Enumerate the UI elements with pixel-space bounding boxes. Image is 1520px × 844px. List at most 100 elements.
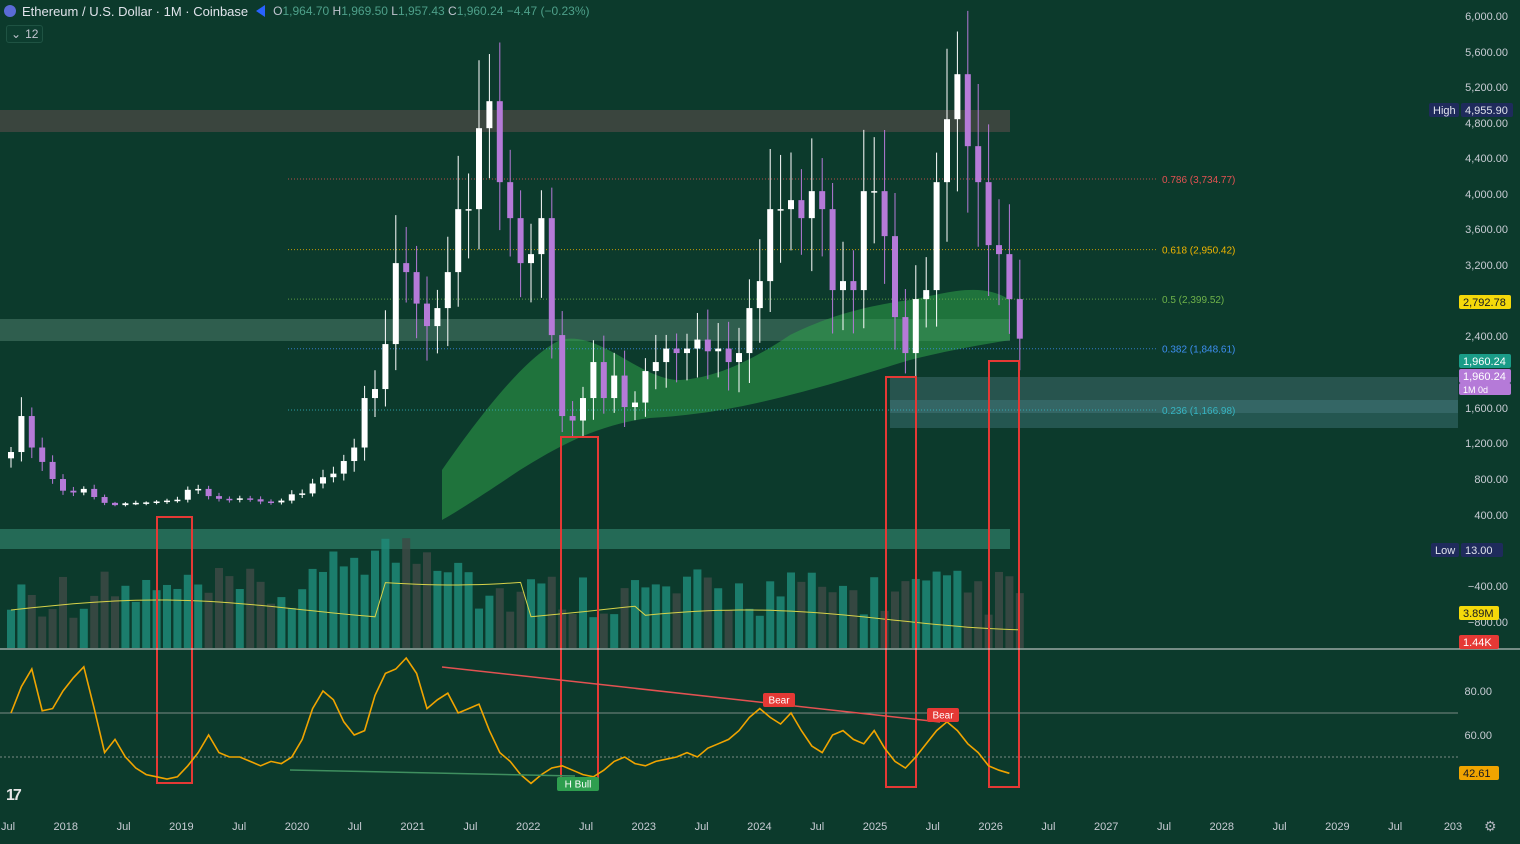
divergence-line: [441, 666, 941, 723]
volume-bar: [339, 566, 348, 648]
volume-bar: [173, 588, 182, 648]
volume-bar: [828, 592, 837, 648]
volume-bar: [901, 581, 910, 648]
chevron-down-icon: ⌄: [11, 27, 22, 41]
time-tick: Jul: [926, 821, 940, 833]
candle-body: [673, 348, 680, 354]
volume-bar: [391, 562, 400, 648]
candle-body: [372, 389, 378, 399]
level-badge: 2,792.78: [1463, 297, 1506, 309]
time-tick: 2022: [516, 821, 540, 833]
volume-bar: [121, 585, 130, 648]
candle-body: [528, 254, 534, 264]
price-tick: 2,400.00: [1465, 331, 1508, 343]
volume-bar: [412, 563, 421, 648]
time-tick: 2023: [632, 821, 656, 833]
volume-bar: [371, 550, 379, 648]
candle-body: [954, 74, 961, 120]
volume-bar: [423, 552, 431, 648]
candle-body: [60, 479, 66, 491]
price-tick: 800.00: [1474, 474, 1508, 486]
flag-icon[interactable]: [256, 5, 266, 17]
volume-bar: [443, 572, 452, 648]
volume-bar: [807, 572, 816, 648]
volume-bar: [943, 575, 951, 648]
candle-body: [18, 416, 25, 453]
candle-body: [663, 348, 670, 363]
candle-body: [871, 191, 878, 193]
candle-body: [205, 488, 212, 497]
rsi-line: [10, 656, 1010, 785]
bull-signal-label: H Bull: [565, 780, 592, 791]
candle-body: [309, 483, 316, 494]
high-label-bg: [1429, 103, 1459, 117]
volume-bar: [100, 571, 109, 648]
volume-bar: [880, 610, 889, 648]
time-tick: 203: [1444, 821, 1462, 833]
candle-body: [143, 502, 150, 504]
volume-bar: [672, 593, 681, 648]
low-value: 13.00: [1465, 545, 1493, 557]
volume-bar: [246, 568, 255, 648]
bull-divergence-line: [289, 769, 576, 777]
candle-body: [569, 416, 576, 421]
volume-bar: [142, 579, 151, 648]
rsi-value-badge-bg: [1459, 766, 1499, 780]
highlight-box: [988, 360, 1020, 788]
time-tick: Jul: [463, 821, 477, 833]
fib-label: 0.236 (1,166.98): [1162, 406, 1235, 417]
candle-body: [704, 339, 711, 352]
time-tick: 2020: [285, 821, 309, 833]
tradingview-logo[interactable]: 17: [6, 787, 22, 804]
volume-bar: [215, 568, 223, 648]
price-tick: 4,000.00: [1465, 189, 1508, 201]
candle-body: [164, 500, 170, 503]
level-badge-bg: [1459, 295, 1511, 309]
volume-bar: [48, 609, 57, 648]
candle-body: [320, 477, 326, 484]
candle-body: [268, 501, 274, 504]
symbol-title[interactable]: Ethereum / U.S. Dollar · 1M · Coinbase: [22, 3, 249, 19]
gear-icon[interactable]: ⚙: [1484, 818, 1497, 834]
volume-ma-line: [10, 581, 1020, 631]
price-tick: 6,000.00: [1465, 11, 1508, 23]
volume-bar: [90, 595, 99, 648]
time-tick: Jul: [117, 821, 131, 833]
volume-bar: [724, 610, 733, 648]
indicators-toggle[interactable]: ⌄ 12: [6, 25, 44, 43]
candle-body: [684, 348, 690, 354]
candle-body: [923, 290, 930, 300]
candle-body: [746, 308, 753, 354]
candle-body: [351, 447, 358, 462]
candle-body: [39, 447, 46, 462]
volume-bar: [662, 586, 671, 648]
candle-body: [465, 209, 472, 211]
candle-body: [8, 452, 14, 459]
candle-body: [486, 101, 493, 129]
candle-body: [819, 191, 826, 210]
countdown-badge: 1M 0d: [1463, 385, 1488, 395]
volume-bar: [17, 584, 26, 648]
candle-body: [216, 496, 222, 499]
volume-bar: [579, 577, 587, 648]
low-value-bg: [1461, 543, 1503, 557]
volume-bar: [298, 589, 307, 648]
candle-body: [340, 461, 347, 474]
current-zone: [890, 377, 1458, 400]
candle-body: [975, 146, 982, 183]
candle-body: [226, 498, 233, 501]
price-tick: 400.00: [1474, 510, 1508, 522]
volume-bar: [693, 569, 702, 648]
volume-bar: [194, 584, 203, 648]
candle-body: [70, 490, 77, 493]
candle-body: [590, 362, 597, 399]
volume-bar: [963, 592, 972, 648]
time-tick: Jul: [695, 821, 709, 833]
candle-body: [777, 209, 784, 211]
symbol-legend[interactable]: Ethereum / U.S. Dollar · 1M · Coinbase O…: [4, 2, 590, 20]
volume-bar: [641, 587, 650, 648]
volume-bar: [350, 557, 359, 648]
volume-bar: [1005, 576, 1014, 648]
